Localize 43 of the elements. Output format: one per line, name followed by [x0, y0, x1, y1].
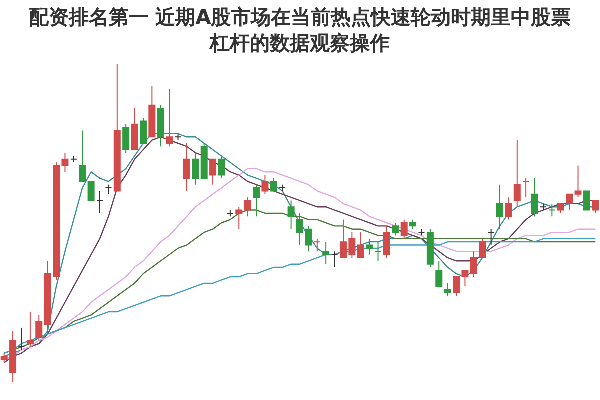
candlestick [18, 327, 26, 351]
candlestick [244, 197, 252, 218]
candlestick [270, 178, 278, 192]
candlestick [583, 190, 590, 211]
candlestick [192, 152, 200, 186]
candlestick [322, 242, 330, 265]
candlestick [331, 251, 338, 268]
candlestick [314, 238, 321, 252]
candlestick [140, 118, 147, 144]
candlestick [548, 203, 556, 218]
candlestick [122, 124, 130, 154]
candlestick [36, 314, 43, 342]
candlestick [444, 282, 452, 297]
candlestick [366, 238, 374, 256]
candlestick [488, 228, 495, 246]
candlestick [400, 219, 408, 240]
candlestick [392, 222, 400, 236]
candlestick [236, 206, 243, 230]
candlestick [505, 197, 512, 220]
candlestick [166, 88, 174, 148]
candlestick [592, 200, 600, 214]
candlestick [253, 184, 260, 218]
candlestick [218, 156, 226, 179]
candlestick [88, 181, 95, 202]
candlestick [26, 312, 34, 348]
candlestick [514, 140, 521, 208]
candlestick [496, 184, 504, 230]
candlestick [357, 232, 364, 258]
candlestick [96, 190, 104, 214]
candlestick [105, 184, 112, 195]
candlestick [288, 200, 295, 230]
candlestick [522, 178, 530, 198]
candlestick [262, 174, 269, 195]
candlestick [210, 158, 217, 186]
candlestick [531, 178, 538, 218]
candlestick [374, 242, 382, 262]
candlestick [436, 260, 443, 288]
chart-title: 配资排名第一 近期A股市场在当前热点快速轮动时期里中股票杠杆的数据观察操作 [28, 4, 572, 57]
candlestick [79, 130, 86, 182]
candlestick [410, 219, 417, 230]
candlestick [383, 226, 390, 258]
candlestick [183, 143, 190, 192]
candlestick [574, 165, 582, 198]
